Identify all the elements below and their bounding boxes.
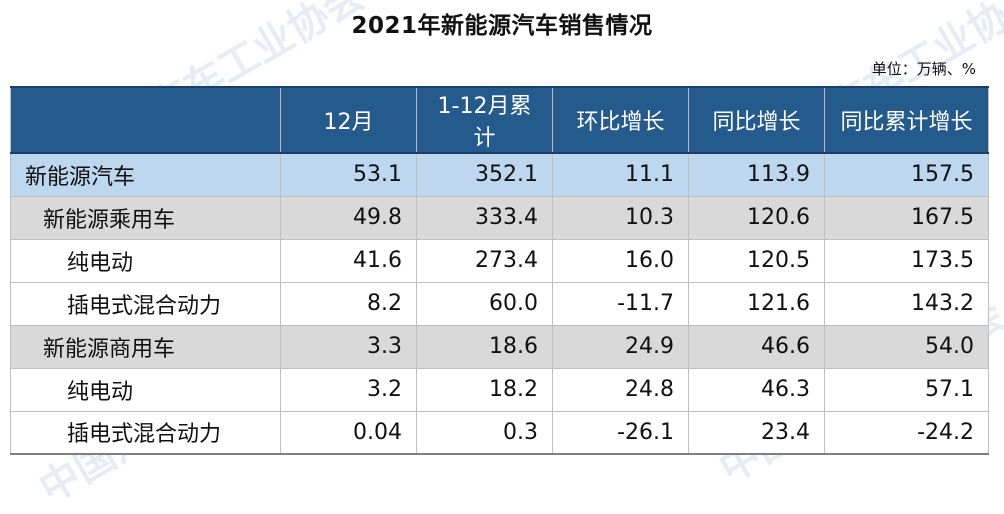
table-cell: 352.1	[416, 152, 553, 197]
table-cell: 46.6	[688, 324, 825, 369]
page-title: 2021年新能源汽车销售情况	[351, 13, 653, 39]
row-label: 插电式混合动力	[10, 410, 281, 455]
table-cell: 16.0	[552, 238, 689, 283]
table-cell: 57.1	[824, 367, 989, 412]
column-header: 环比增长	[552, 86, 689, 154]
table-cell: 167.5	[824, 195, 989, 240]
row-label: 纯电动	[10, 238, 281, 283]
table-cell: 18.2	[416, 367, 553, 412]
table-cell: 24.9	[552, 324, 689, 369]
table-cell: -26.1	[552, 410, 689, 455]
table-cell: 54.0	[824, 324, 989, 369]
table-row: 纯电动 3.2 18.2 24.8 46.3 57.1	[10, 367, 989, 412]
table-row: 插电式混合动力 0.04 0.3 -26.1 23.4 -24.2	[10, 410, 989, 455]
table-cell: 333.4	[416, 195, 553, 240]
table-cell: 23.4	[688, 410, 825, 455]
column-header	[10, 86, 281, 154]
table-row: 插电式混合动力 8.2 60.0 -11.7 121.6 143.2	[10, 281, 989, 326]
row-label: 新能源乘用车	[10, 195, 281, 240]
table-cell: 18.6	[416, 324, 553, 369]
table-cell: 11.1	[552, 152, 689, 197]
table-cell: 157.5	[824, 152, 989, 197]
table-cell: 121.6	[688, 281, 825, 326]
table-row: 纯电动 41.6 273.4 16.0 120.5 173.5	[10, 238, 989, 283]
table-cell: 113.9	[688, 152, 825, 197]
table-cell: 60.0	[416, 281, 553, 326]
row-label: 插电式混合动力	[10, 281, 281, 326]
table-cell: 120.5	[688, 238, 825, 283]
table-cell: 273.4	[416, 238, 553, 283]
column-header: 1-12月累计	[416, 86, 553, 154]
table-cell: 24.8	[552, 367, 689, 412]
table-cell: 49.8	[280, 195, 417, 240]
table-cell: 8.2	[280, 281, 417, 326]
table-row: 新能源商用车 3.3 18.6 24.9 46.6 54.0	[10, 324, 989, 369]
table-cell: 3.2	[280, 367, 417, 412]
sales-table: 12月 1-12月累计 环比增长 同比增长 同比累计增长 新能源汽车 53.1 35…	[10, 86, 989, 455]
table-cell: -24.2	[824, 410, 989, 455]
column-header: 同比增长	[688, 86, 825, 154]
table-header-row: 12月 1-12月累计 环比增长 同比增长 同比累计增长	[10, 86, 989, 154]
table-cell: 41.6	[280, 238, 417, 283]
table-cell: 53.1	[280, 152, 417, 197]
row-label: 纯电动	[10, 367, 281, 412]
table-cell: 10.3	[552, 195, 689, 240]
table-cell: 143.2	[824, 281, 989, 326]
table-row: 新能源乘用车 49.8 333.4 10.3 120.6 167.5	[10, 195, 989, 240]
row-label: 新能源商用车	[10, 324, 281, 369]
table-cell: -11.7	[552, 281, 689, 326]
unit-label: 单位：万辆、%	[871, 60, 976, 78]
table-cell: 3.3	[280, 324, 417, 369]
table-row: 新能源汽车 53.1 352.1 11.1 113.9 157.5	[10, 152, 989, 197]
table-cell: 173.5	[824, 238, 989, 283]
row-label: 新能源汽车	[10, 152, 281, 197]
table-cell: 120.6	[688, 195, 825, 240]
table-cell: 0.3	[416, 410, 553, 455]
table-cell: 46.3	[688, 367, 825, 412]
column-header: 12月	[280, 86, 417, 154]
table-cell: 0.04	[280, 410, 417, 455]
column-header: 同比累计增长	[824, 86, 989, 154]
